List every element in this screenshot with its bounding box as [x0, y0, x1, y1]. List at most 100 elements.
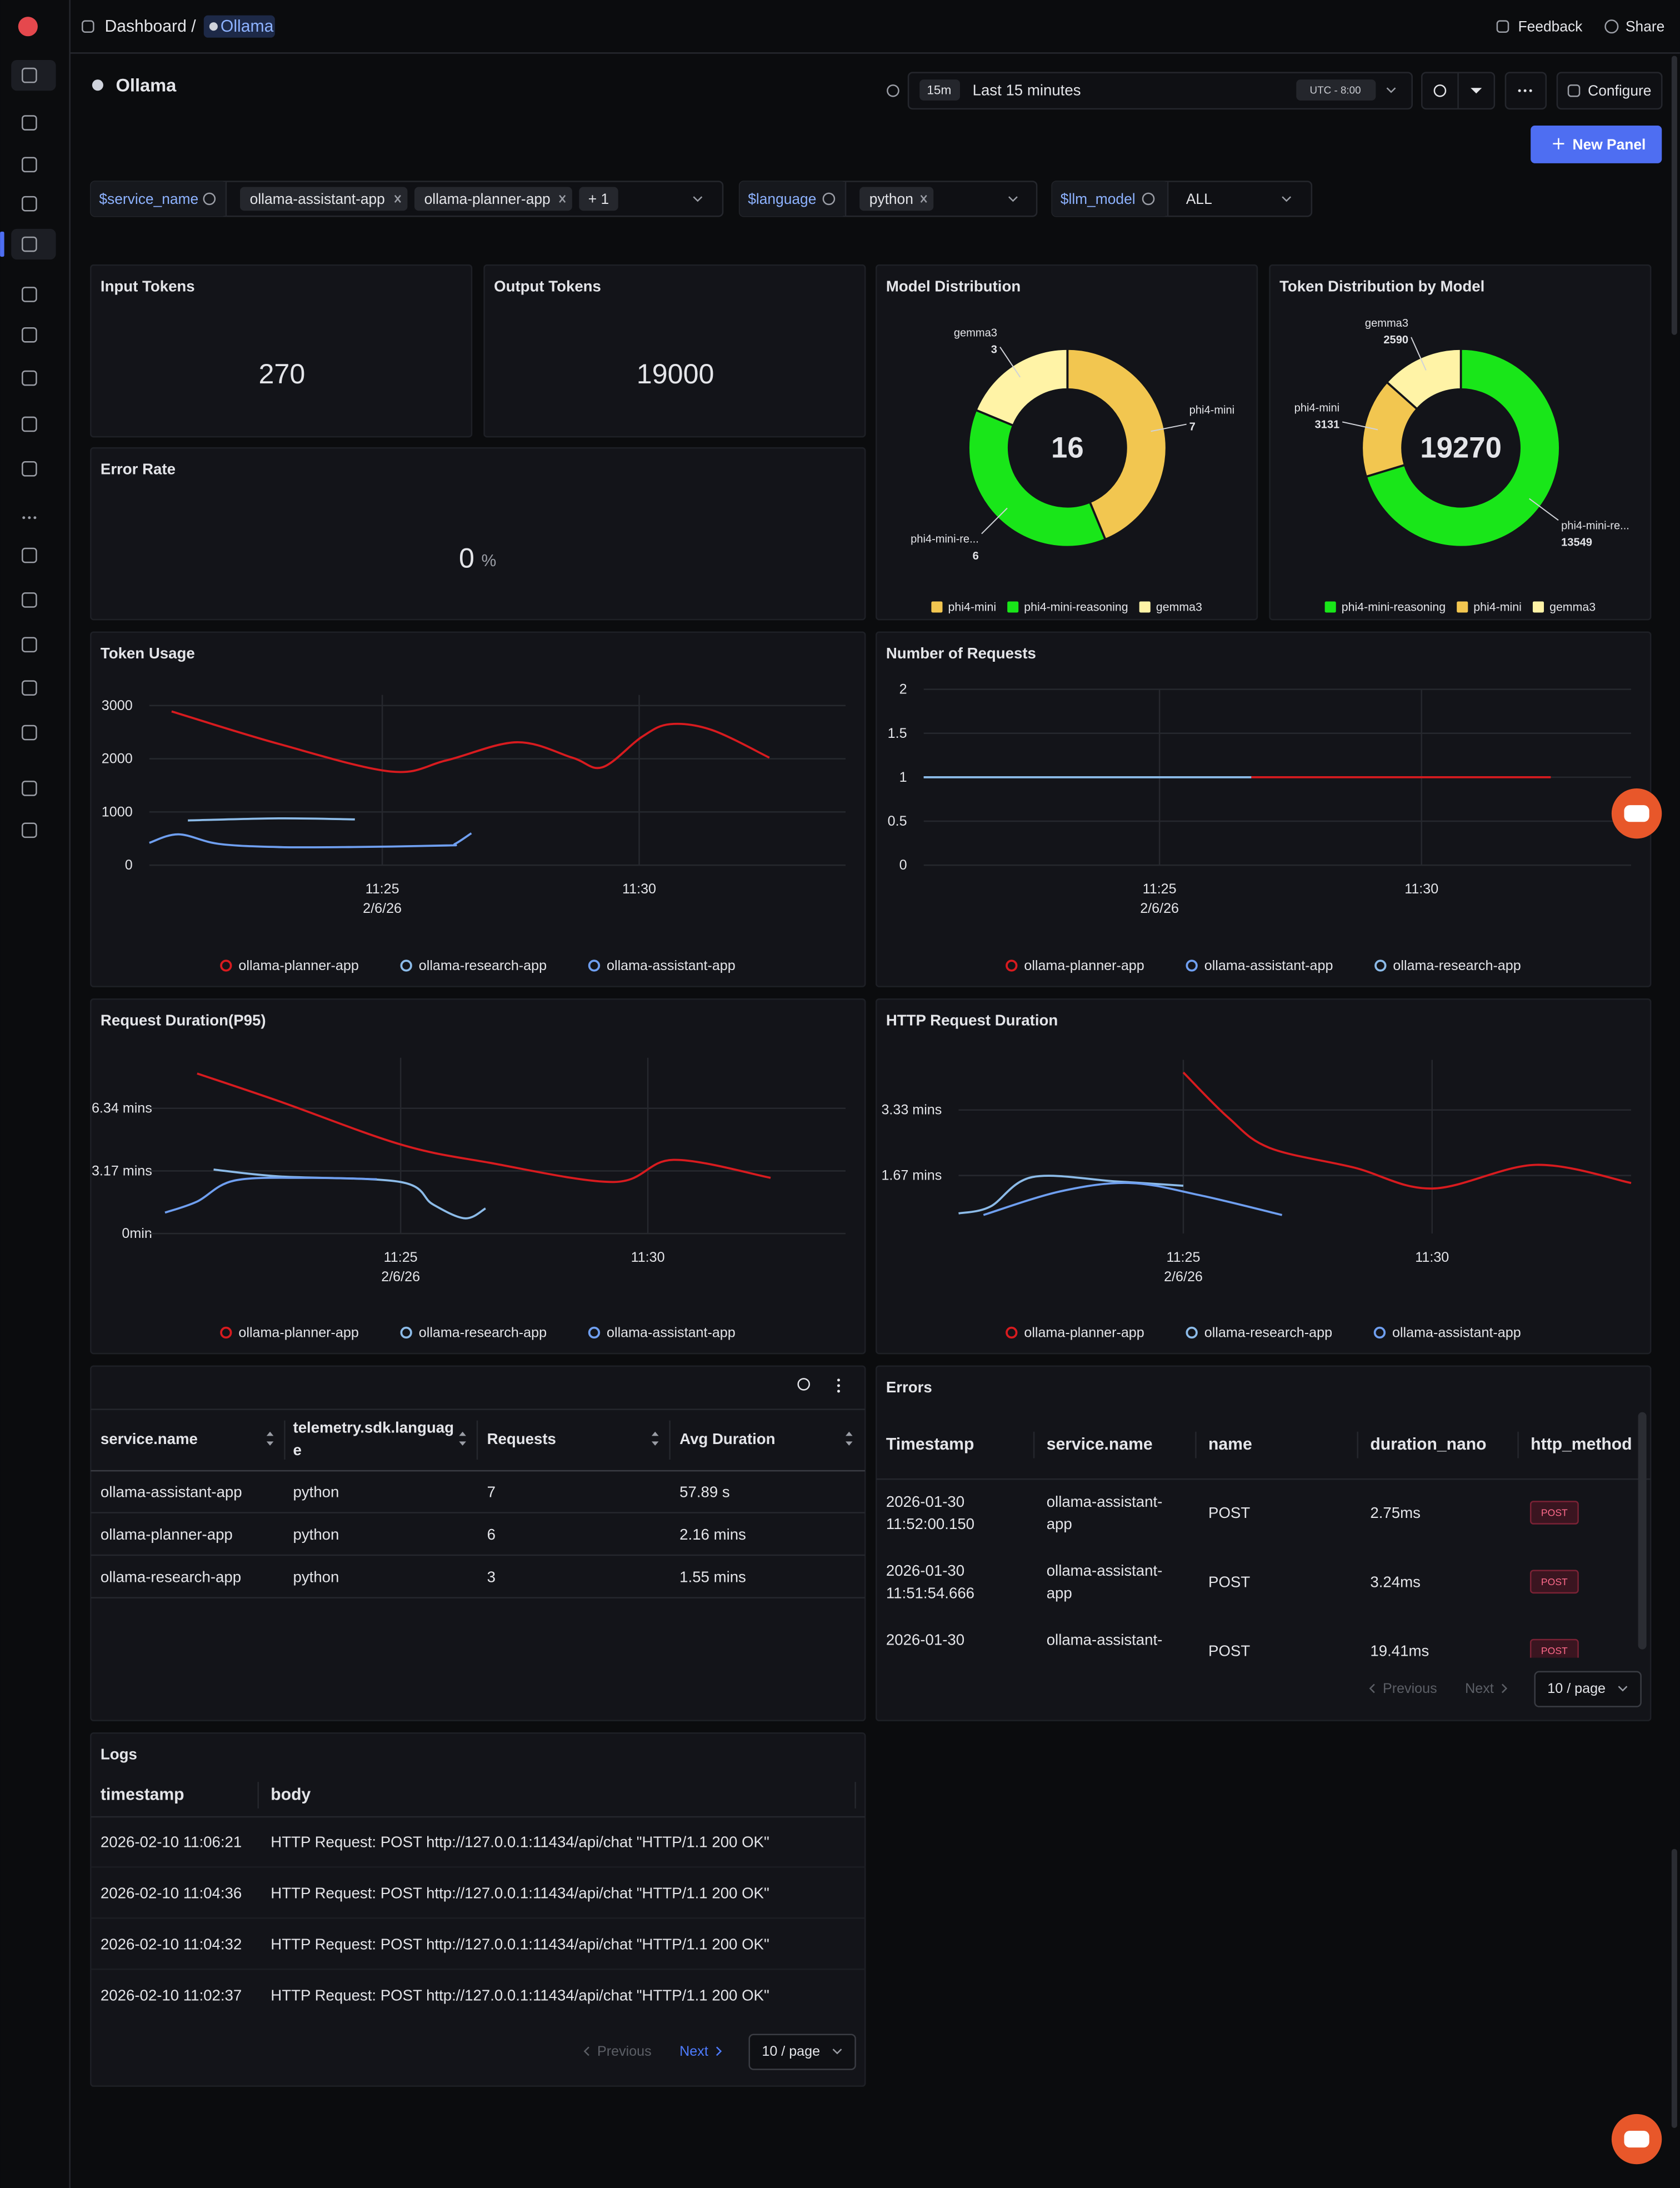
page-size-label: 10 / page — [762, 2044, 820, 2059]
callout-value: 7 — [1189, 421, 1196, 433]
panel-title: Number of Requests — [886, 645, 1036, 662]
method-badge-label: POST — [1541, 1576, 1568, 1587]
legend-label: ollama-research-app — [419, 1325, 547, 1340]
callout-line — [1151, 423, 1187, 432]
chat-icon — [1624, 805, 1649, 822]
nav-icon[interactable] — [22, 725, 37, 741]
info-icon — [1142, 192, 1155, 206]
y-tick-label: 0min — [122, 1226, 152, 1241]
legend-marker — [1006, 960, 1018, 972]
table-cell: 19.41ms — [1370, 1642, 1429, 1660]
nav-icon[interactable] — [22, 370, 37, 386]
new-panel-button[interactable] — [1531, 126, 1662, 163]
legend-label: ollama-planner-app — [238, 958, 358, 973]
panel — [90, 447, 866, 621]
table-cell: ollama-planner-app — [101, 1526, 233, 1543]
method-badge — [1529, 1570, 1579, 1594]
time-short: 15m — [927, 83, 951, 97]
nav-icon[interactable] — [22, 196, 37, 212]
table-cell: 2026-01-30 — [886, 1562, 964, 1579]
panel-title: Model Distribution — [886, 277, 1021, 294]
nav-icon[interactable] — [22, 680, 37, 696]
clock-icon — [887, 84, 899, 97]
legend-swatch — [1457, 601, 1468, 613]
page-size-select[interactable] — [748, 2034, 856, 2070]
nav-icon[interactable] — [22, 327, 37, 343]
column-header: Avg Duration — [679, 1430, 775, 1447]
table-cell: 2026-01-30 — [886, 1631, 964, 1648]
stat-unit: % — [482, 552, 497, 570]
table-cell: POST — [1208, 1642, 1250, 1660]
next-button[interactable]: Next — [1465, 1681, 1494, 1696]
filter-label-bg — [91, 181, 226, 217]
breadcrumb-current: Ollama — [221, 17, 274, 36]
kebab-dot — [837, 1378, 840, 1382]
feedback-button[interactable]: Feedback — [1518, 18, 1583, 35]
legend-marker — [1006, 1326, 1018, 1339]
pie-total: 19270 — [1420, 432, 1502, 464]
series-line — [171, 710, 770, 773]
legend-label: phi4-mini-reasoning — [1342, 600, 1446, 613]
x-tick-label: 11:30 — [1404, 881, 1438, 897]
share-button[interactable]: Share — [1626, 18, 1664, 35]
panel — [876, 264, 1258, 621]
y-tick-label: 0 — [899, 857, 907, 873]
legend-marker — [1374, 960, 1387, 972]
legend-label: ollama-assistant-app — [1204, 958, 1333, 973]
legend-marker — [1373, 1326, 1386, 1339]
filter-chip — [579, 187, 618, 211]
y-tick-label: 6.34 mins — [92, 1101, 152, 1116]
nav-icon[interactable] — [22, 157, 37, 173]
previous-button[interactable]: Previous — [597, 2044, 652, 2059]
next-button[interactable]: Next — [679, 2044, 708, 2059]
previous-button[interactable]: Previous — [1383, 1681, 1437, 1696]
chip-label: python — [869, 191, 913, 207]
panel — [90, 998, 866, 1355]
nav-icon[interactable] — [22, 547, 37, 563]
chevron — [1282, 196, 1292, 202]
legend-label: ollama-assistant-app — [1392, 1325, 1521, 1340]
x-tick-label: 11:30 — [622, 881, 656, 897]
callout-label: phi4-mini — [1294, 402, 1339, 414]
series-line — [1182, 1071, 1632, 1190]
filter-name: $language — [748, 191, 816, 207]
nav-icon[interactable] — [22, 67, 37, 83]
nav-icon[interactable] — [22, 822, 37, 838]
sidebar-active-bg — [11, 228, 56, 260]
nav-icon[interactable] — [22, 461, 37, 477]
legend-marker — [220, 1326, 232, 1339]
nav-more-dot — [33, 516, 37, 519]
nav-icon[interactable] — [22, 592, 37, 608]
chip-remove — [559, 194, 566, 203]
page-size-select[interactable] — [1534, 1671, 1642, 1707]
x-date-label: 2/6/26 — [1164, 1269, 1203, 1285]
panel — [876, 631, 1652, 987]
column-header: timestamp — [101, 1785, 184, 1804]
y-tick-label: 1.67 mins — [881, 1168, 942, 1183]
nav-icon[interactable] — [22, 115, 37, 131]
refresh-icon — [1433, 84, 1447, 97]
nav-icon[interactable] — [22, 781, 37, 796]
nav-icon[interactable] — [22, 637, 37, 653]
legend-label: phi4-mini — [1473, 600, 1522, 613]
legend: ollama-planner-app ollama-research-app oll… — [220, 958, 736, 973]
panel — [90, 264, 473, 438]
table-cell: python — [293, 1483, 339, 1500]
y-tick-label: 0.5 — [888, 813, 907, 829]
table-cell: 57.89 s — [679, 1483, 730, 1500]
panel-title: Token Distribution by Model — [1279, 277, 1484, 294]
nav-icon[interactable] — [22, 287, 37, 302]
nav-icon[interactable] — [22, 416, 37, 432]
nav-more-dot — [22, 516, 26, 519]
table-cell: ollama-research-app — [101, 1568, 241, 1585]
pie-slice — [1066, 347, 1168, 541]
y-tick-label: 0 — [125, 857, 133, 873]
nav-icon[interactable] — [22, 236, 37, 252]
time-picker[interactable] — [907, 72, 1413, 110]
feedback-icon — [1496, 20, 1509, 33]
legend-label: ollama-assistant-app — [607, 1325, 736, 1340]
legend-label: gemma3 — [1156, 600, 1202, 613]
configure-button[interactable] — [1556, 72, 1663, 110]
breadcrumb[interactable]: Dashboard / — [104, 17, 196, 36]
table-cell: POST — [1208, 1504, 1250, 1521]
